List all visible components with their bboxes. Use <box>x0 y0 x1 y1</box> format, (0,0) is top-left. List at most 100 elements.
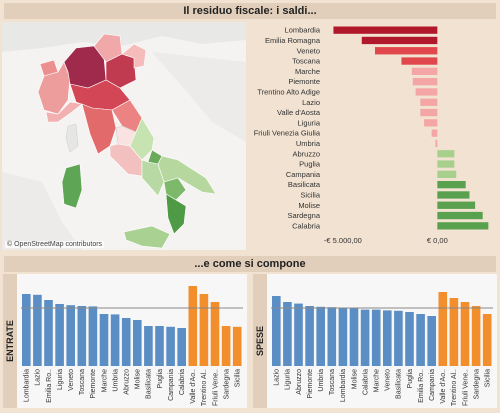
entrate-bar[interactable] <box>77 306 87 366</box>
top-title: Il residuo fiscale: i saldi... <box>4 3 496 19</box>
spese-bar[interactable] <box>427 316 436 366</box>
spese-bar[interactable] <box>349 308 359 366</box>
spese-bar[interactable] <box>360 309 370 366</box>
entrate-chart-panel: Lombardia Lazio Emilia Ro.. Liguria Veneto To… <box>17 274 247 408</box>
entrate-category-label: Lombardia <box>24 369 31 402</box>
entrate-bar[interactable] <box>199 294 209 366</box>
entrate-category-label: Lazio <box>35 369 42 386</box>
spese-category-label: Campania <box>429 369 436 401</box>
ranking-bar[interactable] <box>437 181 466 189</box>
entrate-bar[interactable] <box>144 326 153 366</box>
region-sicilia[interactable] <box>123 225 171 249</box>
entrate-bar-chart[interactable]: Lombardia Lazio Emilia Ro.. Liguria Veneto To… <box>17 274 247 408</box>
region-sardegna[interactable] <box>61 163 83 209</box>
spese-category-label: Calabria <box>362 369 369 395</box>
entrate-bar[interactable] <box>155 326 164 366</box>
ranking-chart-panel: Lombardia Emilia Romagna Veneto Toscana Marc… <box>250 22 496 250</box>
entrate-bar[interactable] <box>22 294 31 366</box>
ranking-category-label: Lombardia <box>285 26 321 35</box>
spese-category-label: Basilicata <box>396 369 403 399</box>
entrate-category-label: Valle d'Ao.. <box>190 369 197 404</box>
spese-bar[interactable] <box>482 314 492 366</box>
spese-bar[interactable] <box>283 302 292 366</box>
spese-bar[interactable] <box>416 314 425 366</box>
entrate-category-label: Puglia <box>157 369 164 389</box>
entrate-bar[interactable] <box>44 300 53 366</box>
entrate-bar[interactable] <box>133 320 142 366</box>
entrate-label: ENTRATE <box>5 320 15 362</box>
ranking-category-label: Lazio <box>302 98 320 107</box>
ranking-bar[interactable] <box>420 98 438 106</box>
ranking-bar[interactable] <box>333 26 438 34</box>
ranking-bar[interactable] <box>411 67 438 75</box>
region-piemonte[interactable] <box>37 61 71 115</box>
entrate-category-label: Campania <box>168 369 175 401</box>
entrate-bar[interactable] <box>232 326 242 366</box>
spese-bar[interactable] <box>371 309 381 366</box>
entrate-bar[interactable] <box>188 286 198 366</box>
entrate-category-label: Emilia Ro.. <box>46 369 53 403</box>
entrate-bar[interactable] <box>210 302 220 366</box>
spese-bar[interactable] <box>305 306 314 366</box>
entrate-bar[interactable] <box>121 318 131 366</box>
spese-bar[interactable] <box>316 306 325 366</box>
ranking-bar[interactable] <box>412 78 438 86</box>
ranking-bar[interactable] <box>424 119 438 127</box>
entrate-bar[interactable] <box>55 304 64 366</box>
entrate-bar[interactable] <box>99 314 109 366</box>
spese-bar[interactable] <box>449 298 459 366</box>
ranking-category-label: Piemonte <box>288 77 320 86</box>
spese-category-label: Abruzzo <box>296 369 303 395</box>
ranking-bar[interactable] <box>437 170 457 178</box>
ranking-bar[interactable] <box>401 57 438 65</box>
spese-bar[interactable] <box>460 302 470 366</box>
ranking-bar[interactable] <box>437 201 476 209</box>
spese-label-panel: SPESE <box>253 274 267 408</box>
region-friuli[interactable] <box>121 43 147 69</box>
ranking-bar[interactable] <box>437 150 455 158</box>
spese-category-label: Puglia <box>407 369 414 389</box>
ranking-bar[interactable] <box>435 139 438 148</box>
spese-bar[interactable] <box>438 292 448 366</box>
spese-bar[interactable] <box>294 303 303 366</box>
entrate-label-panel: ENTRATE <box>3 274 17 408</box>
ranking-bar[interactable] <box>361 36 438 45</box>
spese-bar[interactable] <box>338 307 348 366</box>
map-svg <box>2 22 246 250</box>
spese-bar-chart[interactable]: Lazio Liguria Abruzzo Piemonte Umbria Toscana… <box>267 274 497 408</box>
region-toscana[interactable] <box>81 103 117 155</box>
ranking-bar[interactable] <box>415 88 438 96</box>
ranking-bar[interactable] <box>437 211 483 220</box>
ranking-bar[interactable] <box>431 129 438 137</box>
spese-label: SPESE <box>255 325 266 357</box>
region-liguria[interactable] <box>45 101 83 123</box>
entrate-category-label: Molise <box>135 369 142 389</box>
entrate-bar[interactable] <box>88 306 98 366</box>
entrate-bar[interactable] <box>177 328 186 366</box>
spese-bar[interactable] <box>471 306 481 366</box>
italy-map[interactable]: © OpenStreetMap contributors <box>2 22 246 250</box>
ranking-category-label: Campania <box>286 170 321 179</box>
spese-bar[interactable] <box>383 310 392 366</box>
spese-category-label: Liguria <box>285 369 292 390</box>
ranking-bar[interactable] <box>375 47 438 55</box>
entrate-bar[interactable] <box>33 294 42 366</box>
ranking-bar[interactable] <box>437 191 470 199</box>
spese-bar[interactable] <box>405 312 414 366</box>
ranking-bar[interactable] <box>420 108 438 117</box>
entrate-category-label: Marche <box>101 369 108 392</box>
region-calabria[interactable] <box>165 193 187 235</box>
spese-category-label: Sardegna <box>473 369 480 399</box>
entrate-bar[interactable] <box>66 305 75 366</box>
spese-bar[interactable] <box>394 310 403 366</box>
spese-bar[interactable] <box>327 307 337 366</box>
entrate-bar[interactable] <box>166 326 175 366</box>
region-trentino[interactable] <box>93 33 123 63</box>
ranking-bar[interactable] <box>437 222 489 230</box>
entrate-bar[interactable] <box>221 326 231 366</box>
ranking-bar[interactable] <box>437 160 455 168</box>
region-basilicata[interactable] <box>163 177 187 201</box>
entrate-bar[interactable] <box>110 314 120 366</box>
spese-bar[interactable] <box>272 296 281 366</box>
